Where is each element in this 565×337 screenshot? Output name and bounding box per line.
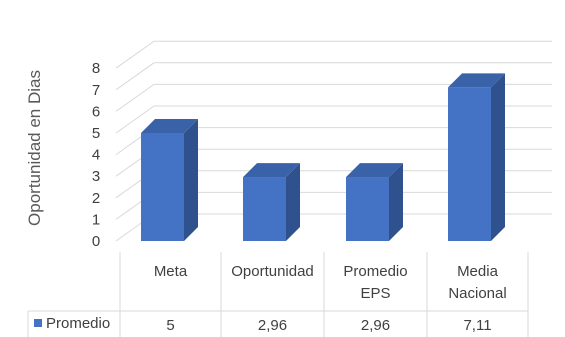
bars bbox=[141, 73, 505, 241]
bar bbox=[346, 163, 403, 241]
y-tick-label: 7 bbox=[92, 82, 100, 99]
category-label: EPS bbox=[360, 285, 390, 302]
y-tick-label: 4 bbox=[92, 147, 100, 164]
legend-label: Promedio bbox=[46, 315, 110, 332]
y-tick-label: 0 bbox=[92, 233, 100, 250]
y-tick-label: 5 bbox=[92, 125, 100, 142]
gridline bbox=[115, 105, 552, 134]
y-tick-labels: 0 1 2 3 4 5 6 7 8 bbox=[92, 60, 100, 250]
y-axis-label: Oportunidad en Dias bbox=[25, 70, 44, 226]
y-tick-label: 8 bbox=[92, 60, 100, 77]
bar bbox=[141, 119, 198, 241]
bar bbox=[448, 73, 505, 241]
data-label: 2,96 bbox=[361, 317, 390, 334]
category-label: Promedio bbox=[343, 263, 407, 280]
data-label: 7,11 bbox=[463, 317, 491, 334]
y-tick-label: 2 bbox=[92, 190, 100, 207]
category-label: Media bbox=[457, 263, 499, 280]
gridline bbox=[115, 83, 552, 112]
data-label: 2,96 bbox=[258, 317, 287, 334]
category-label: Oportunidad bbox=[231, 263, 314, 280]
y-tick-label: 3 bbox=[92, 168, 100, 185]
category-label: Meta bbox=[154, 263, 188, 280]
data-label: 5 bbox=[166, 317, 174, 334]
legend-key bbox=[34, 319, 42, 327]
gridline bbox=[115, 62, 552, 91]
bar bbox=[243, 163, 300, 241]
y-tick-label: 6 bbox=[92, 103, 100, 120]
category-label: Nacional bbox=[448, 285, 506, 302]
data-table: Meta Oportunidad Promedio EPS Media Nacional P… bbox=[27, 252, 529, 337]
gridline bbox=[115, 40, 552, 69]
y-tick-label: 1 bbox=[92, 211, 100, 228]
